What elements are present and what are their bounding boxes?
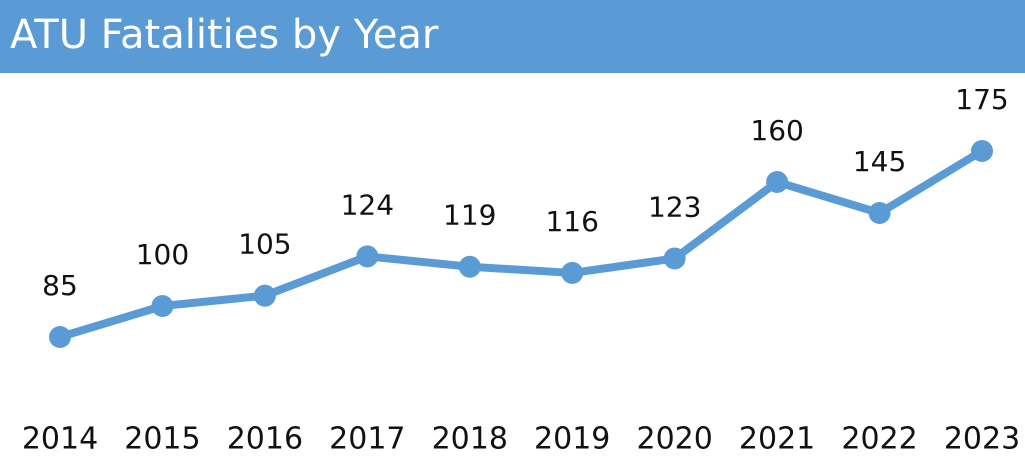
x-tick-label: 2021: [739, 422, 815, 457]
x-tick-label: 2017: [329, 422, 405, 457]
value-label: 116: [545, 205, 598, 238]
value-label: 160: [750, 114, 803, 147]
title-bar: [0, 0, 1025, 73]
x-tick-label: 2023: [944, 422, 1020, 457]
x-tick-label: 2020: [636, 422, 712, 457]
value-label: 123: [648, 190, 701, 223]
x-tick-label: 2016: [227, 422, 303, 457]
point: [663, 247, 686, 270]
value-label: 100: [136, 238, 189, 271]
point: [971, 140, 993, 162]
value-label: 85: [42, 269, 78, 302]
value-label: 119: [443, 199, 496, 232]
value-label: 175: [955, 83, 1008, 116]
point: [151, 295, 174, 317]
value-label: 145: [853, 145, 906, 178]
line: [58, 147, 985, 341]
point: [356, 245, 379, 268]
x-tick-label: 2022: [841, 422, 917, 457]
value-label: 124: [341, 188, 394, 221]
point: [49, 326, 71, 348]
point: [766, 171, 789, 193]
x-tick-label: 2014: [22, 422, 98, 457]
point: [253, 284, 276, 307]
point: [868, 202, 891, 224]
chart-title: ATU Fatalities by Year: [10, 12, 439, 58]
value-label: 105: [238, 228, 291, 261]
x-tick-label: 2018: [432, 422, 508, 457]
x-tick-label: 2019: [534, 422, 610, 457]
point: [561, 261, 584, 284]
x-tick-label: 2015: [124, 422, 200, 457]
point: [458, 255, 481, 278]
